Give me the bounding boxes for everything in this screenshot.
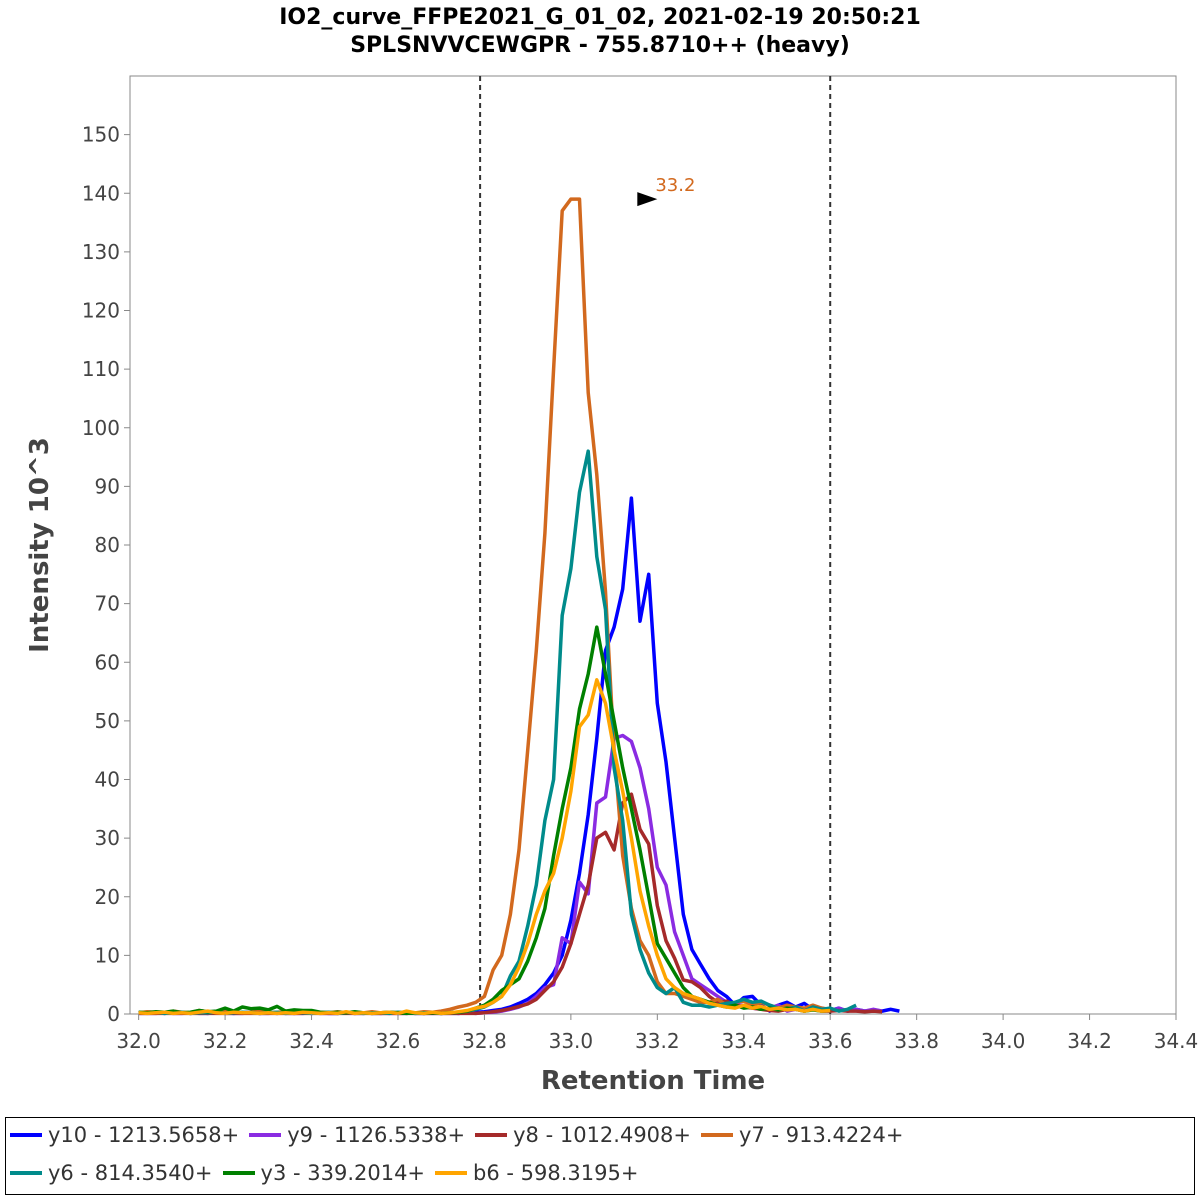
legend-item: y9 - 1126.5338+ <box>249 1123 465 1147</box>
legend-label: y3 - 339.2014+ <box>260 1161 426 1185</box>
legend-label: y6 - 814.3540+ <box>48 1161 213 1185</box>
chart-title: IO2_curve_FFPE2021_G_01_02, 2021-02-19 2… <box>279 5 921 30</box>
y-tick-label: 0 <box>107 1002 120 1026</box>
y-tick-label: 60 <box>95 650 120 674</box>
y-tick-label: 40 <box>95 768 120 792</box>
peak-label: 33.2 <box>655 175 695 196</box>
x-tick-label: 33.0 <box>549 1029 594 1053</box>
legend-item: y6 - 814.3540+ <box>10 1161 213 1185</box>
chart-subtitle: SPLSNVVCEWGPR - 755.8710++ (heavy) <box>350 33 850 58</box>
y-tick-label: 70 <box>95 592 120 616</box>
x-tick-label: 32.0 <box>116 1029 161 1053</box>
legend: y10 - 1213.5658+ y9 - 1126.5338+ y8 - 1012… <box>5 1117 1195 1195</box>
y-tick-label: 30 <box>95 826 120 850</box>
legend-label: y8 - 1012.4908+ <box>513 1123 691 1147</box>
x-tick-label: 32.4 <box>289 1029 334 1053</box>
legend-label: y9 - 1126.5338+ <box>287 1123 466 1147</box>
y-tick-label: 50 <box>95 709 120 733</box>
legend-label: b6 - 598.3195+ <box>473 1161 639 1185</box>
legend-swatch <box>222 1171 255 1175</box>
y-tick-label: 130 <box>82 240 120 264</box>
x-tick-label: 33.6 <box>808 1029 853 1053</box>
x-tick-label: 33.2 <box>635 1029 680 1053</box>
x-tick-label: 32.8 <box>462 1029 507 1053</box>
x-tick-label: 34.4 <box>1154 1029 1199 1053</box>
x-axis-title: Retention Time <box>541 1066 765 1096</box>
y-tick-label: 150 <box>82 123 120 147</box>
legend-label: y10 - 1213.5658+ <box>48 1123 240 1147</box>
x-tick-label: 34.0 <box>981 1029 1026 1053</box>
y-tick-label: 120 <box>82 299 120 323</box>
chart: IO2_curve_FFPE2021_G_01_02, 2021-02-19 2… <box>25 5 1198 1096</box>
y-tick-label: 100 <box>82 416 120 440</box>
x-tick-label: 33.4 <box>722 1029 767 1053</box>
legend-item: y10 - 1213.5658+ <box>10 1123 239 1147</box>
legend-item: b6 - 598.3195+ <box>435 1161 638 1185</box>
y-axis: 0 10 20 30 40 50 60 70 80 90 100 110 120 130 140 150 <box>82 123 130 1026</box>
peak-annotation: 33.2 <box>637 175 695 207</box>
y-tick-label: 80 <box>95 533 120 557</box>
legend-swatch <box>701 1133 733 1137</box>
y-tick-label: 90 <box>95 474 120 498</box>
legend-item: y3 - 339.2014+ <box>222 1161 426 1185</box>
series-layer <box>138 197 900 1016</box>
y-axis-title: Intensity 10^3 <box>25 437 55 653</box>
legend-swatch <box>249 1133 282 1137</box>
legend-item: y8 - 1012.4908+ <box>475 1123 691 1147</box>
legend-row: y6 - 814.3540+ y3 - 339.2014+ b6 - 598.319… <box>10 1161 648 1185</box>
x-tick-label: 32.6 <box>376 1029 421 1053</box>
peak-boundaries <box>479 76 832 1014</box>
legend-swatch <box>10 1171 42 1175</box>
legend-swatch <box>475 1133 508 1137</box>
peak-marker <box>637 192 658 207</box>
y-tick-label: 110 <box>82 357 120 381</box>
y-tick-label: 20 <box>95 885 120 909</box>
x-axis: 32.0 32.2 32.4 32.6 32.8 33.0 33.2 33.4 33.6 33.8… <box>116 1014 1198 1053</box>
y-tick-label: 140 <box>82 181 120 205</box>
y-tick-label: 10 <box>95 943 120 967</box>
x-tick-label: 34.2 <box>1067 1029 1112 1053</box>
plot-area <box>129 75 1177 1015</box>
legend-swatch <box>10 1133 42 1137</box>
legend-label: y7 - 913.4224+ <box>739 1123 904 1147</box>
legend-swatch <box>435 1171 468 1175</box>
x-tick-label: 33.8 <box>894 1029 939 1053</box>
x-tick-label: 32.2 <box>203 1029 248 1053</box>
series-line <box>138 678 831 1016</box>
legend-item: y7 - 913.4224+ <box>701 1123 904 1147</box>
legend-row: y10 - 1213.5658+ y9 - 1126.5338+ y8 - 1012… <box>10 1123 914 1147</box>
